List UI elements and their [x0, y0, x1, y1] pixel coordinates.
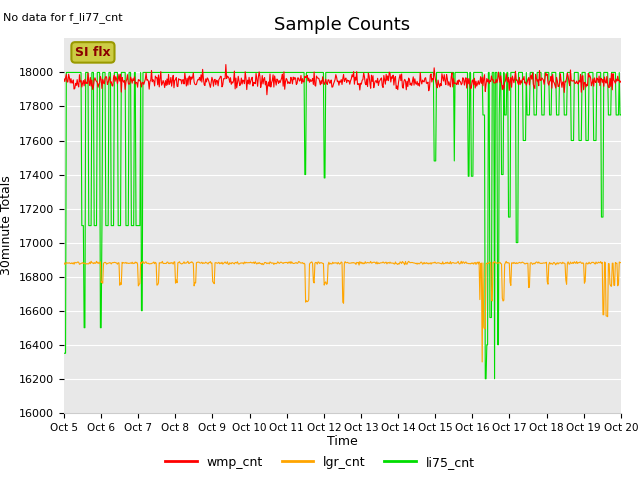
Y-axis label: 30minute Totals: 30minute Totals [1, 176, 13, 276]
Title: Sample Counts: Sample Counts [275, 16, 410, 34]
X-axis label: Time: Time [327, 435, 358, 448]
Text: SI flx: SI flx [75, 46, 111, 59]
Text: No data for f_li77_cnt: No data for f_li77_cnt [3, 12, 123, 23]
Legend: wmp_cnt, lgr_cnt, li75_cnt: wmp_cnt, lgr_cnt, li75_cnt [161, 451, 479, 474]
